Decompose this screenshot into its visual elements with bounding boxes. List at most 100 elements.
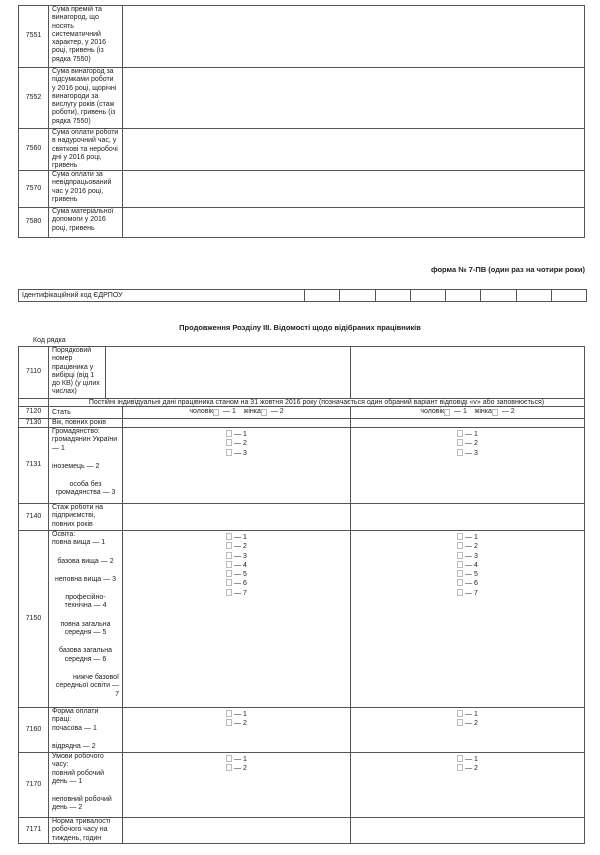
checkbox[interactable] <box>226 542 233 550</box>
answer-cell-2[interactable] <box>350 817 585 844</box>
edrpou-digit-box[interactable] <box>480 289 517 302</box>
edrpou-digit-box[interactable] <box>409 289 446 302</box>
label-part: базова загальна середня — 6 <box>58 647 113 663</box>
checkbox[interactable] <box>457 448 464 456</box>
checkbox[interactable] <box>457 710 464 717</box>
checkbox[interactable] <box>457 588 464 596</box>
option-code: — 1 <box>465 711 478 718</box>
label-part: Стаж роботи на підприємстві, повних рокі… <box>52 504 104 528</box>
checkbox[interactable] <box>457 430 464 437</box>
checkbox[interactable] <box>457 579 464 587</box>
option-code: — 7 <box>234 589 247 597</box>
option: — 3 <box>457 448 478 458</box>
option: — 1 <box>457 430 478 439</box>
answer-cell-1[interactable] <box>122 817 351 844</box>
edrpou-digit-box[interactable] <box>445 289 482 302</box>
option-code: — 7 <box>465 589 478 597</box>
checkbox[interactable] <box>226 579 233 587</box>
checkbox[interactable] <box>226 551 233 559</box>
option-code: — 2 <box>465 440 478 448</box>
value-field[interactable] <box>122 170 585 208</box>
option-code: — 2 <box>465 765 478 773</box>
checkbox[interactable] <box>457 533 464 540</box>
worker-number-field-2[interactable] <box>350 346 585 399</box>
checkbox[interactable] <box>226 588 233 596</box>
male-label: чоловік <box>189 408 214 416</box>
answer-cell-2[interactable] <box>350 503 585 531</box>
option: — 2 <box>457 439 478 448</box>
option-code: — 1 <box>234 711 247 718</box>
option: — 1 <box>226 533 247 542</box>
value-field[interactable] <box>122 5 585 68</box>
checkbox[interactable] <box>226 719 233 727</box>
checkbox[interactable] <box>457 551 464 559</box>
male-checkbox[interactable] <box>213 409 220 416</box>
option: — 2 <box>226 719 247 728</box>
answer-cell-2: — 1— 2 <box>350 707 585 753</box>
female-label: жінка <box>474 408 492 416</box>
checkbox[interactable] <box>457 439 464 447</box>
checkbox[interactable] <box>226 764 233 772</box>
option-code: — 3 <box>465 552 478 560</box>
checkbox[interactable] <box>226 430 233 437</box>
edrpou-digit-box[interactable] <box>374 289 411 302</box>
edrpou-label: Ідентифікаційний код ЄДРПОУ <box>18 289 305 302</box>
option-code: — 2 <box>234 543 247 551</box>
row-label: Сума оплати роботи в надурочний час, у с… <box>48 128 123 171</box>
edrpou-digit-box[interactable] <box>339 289 376 302</box>
answer-cell-2: — 1— 2 <box>350 752 585 818</box>
option-code: — 1 <box>234 756 247 763</box>
option-code: — 1 <box>234 534 247 541</box>
label-part: Освіта: повна вища — 1 <box>52 531 106 547</box>
option: — 1 <box>226 710 247 719</box>
checkbox[interactable] <box>457 719 464 727</box>
label-part: Умови робочого часу: повний робочий день… <box>52 753 105 785</box>
option-code: — 6 <box>465 580 478 588</box>
female-checkbox[interactable] <box>260 409 267 416</box>
row-label: Громадянство: громадянин України — 1 іноз… <box>48 427 123 504</box>
female-checkbox[interactable] <box>491 409 498 416</box>
worker-number-field-1[interactable] <box>105 346 351 399</box>
value-field[interactable] <box>122 67 585 129</box>
row-code: 7551 <box>18 5 49 68</box>
option: — 6 <box>457 579 478 588</box>
checkbox[interactable] <box>226 710 233 717</box>
checkbox[interactable] <box>226 560 233 568</box>
option: — 1 <box>226 755 247 764</box>
value-field[interactable] <box>122 128 585 171</box>
checkbox[interactable] <box>457 542 464 550</box>
edrpou-digit-box[interactable] <box>304 289 341 302</box>
checkbox[interactable] <box>457 755 464 762</box>
option: — 2 <box>457 719 478 728</box>
option-code: — 4 <box>465 561 478 569</box>
checkbox[interactable] <box>226 755 233 762</box>
answer-cell-1[interactable] <box>122 503 351 531</box>
row-label: Форма оплати праці: почасова — 1 відрядна… <box>48 707 123 753</box>
checkbox[interactable] <box>226 448 233 456</box>
checkbox[interactable] <box>457 560 464 568</box>
row-code: 7560 <box>18 128 49 171</box>
checkbox[interactable] <box>457 764 464 772</box>
male-checkbox[interactable] <box>444 409 451 416</box>
option: — 3 <box>457 551 478 561</box>
label-part: неповний робочий день — 2 <box>52 796 112 812</box>
row-code: 7110 <box>18 346 49 399</box>
checkbox[interactable] <box>226 533 233 540</box>
value-field[interactable] <box>122 207 585 238</box>
label-part: Вік, повних років <box>52 419 106 426</box>
option-code: — 1 <box>234 431 247 438</box>
option: — 2 <box>226 439 247 448</box>
label-part: повна загальна середня — 5 <box>60 620 111 637</box>
edrpou-digit-box[interactable] <box>515 289 552 302</box>
label-part: Норма тривалості робочого часу на тижден… <box>52 818 111 842</box>
option: — 2 <box>457 764 478 773</box>
answer-cell-1: — 1 — 2— 3 <box>122 427 351 504</box>
checkbox[interactable] <box>226 570 233 578</box>
option-code: — 1 <box>465 431 478 438</box>
edrpou-digit-box[interactable] <box>550 289 587 302</box>
option: — 4 <box>226 560 247 570</box>
row-label: Освіта: повна вища — 1 базова вища — 2 неп… <box>48 530 123 708</box>
checkbox[interactable] <box>226 439 233 447</box>
checkbox[interactable] <box>457 570 464 578</box>
option-code: — 5 <box>234 571 247 579</box>
